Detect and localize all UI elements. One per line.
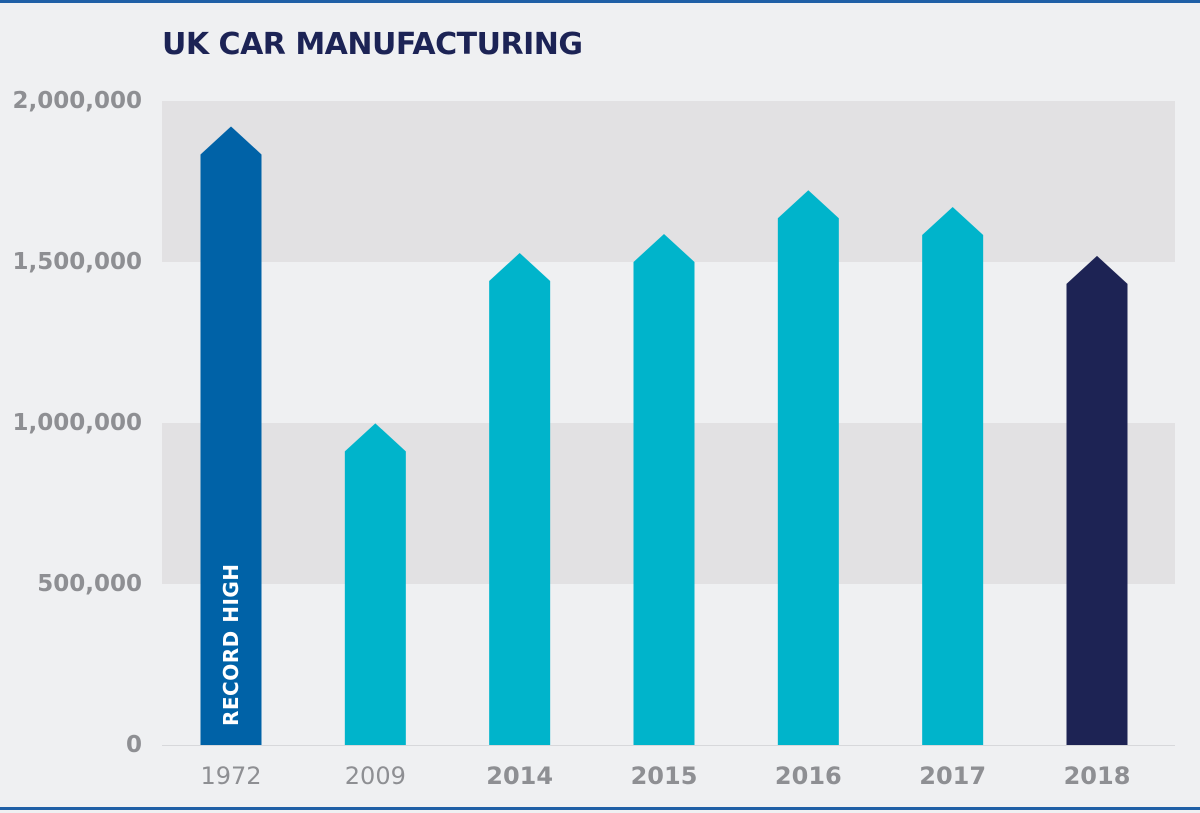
chart-title: UK CAR MANUFACTURING [162, 27, 583, 62]
record-high-label: RECORD HIGH [219, 563, 243, 726]
x-tick-label: 2015 [631, 762, 698, 790]
y-axis-ticks: 0 500,000 1,000,000 1,500,000 2,000,000 [13, 88, 143, 758]
bar-2016 [777, 190, 839, 746]
y-tick-label: 1,000,000 [13, 410, 143, 436]
bar-2014 [489, 252, 551, 745]
x-tick-label: 2014 [486, 762, 553, 790]
x-tick-label: 2018 [1064, 762, 1131, 790]
x-tick-label: 2016 [775, 762, 842, 790]
x-axis-ticks: 1972 2009 2014 2015 2016 2017 2018 [200, 762, 1130, 790]
x-tick-label: 2009 [345, 762, 406, 790]
y-tick-label: 2,000,000 [13, 88, 143, 114]
x-tick-label: 1972 [200, 762, 261, 790]
y-tick-label: 500,000 [37, 571, 142, 597]
top-border [0, 0, 1200, 3]
y-tick-label: 0 [126, 732, 142, 758]
bars: RECORD HIGH [200, 126, 1128, 746]
bottom-border [0, 807, 1200, 810]
bar-2009 [344, 423, 406, 745]
bar-2018 [1066, 255, 1128, 745]
bar-1972 [200, 126, 262, 746]
y-tick-label: 1,500,000 [13, 249, 143, 275]
x-tick-label: 2017 [919, 762, 986, 790]
bar-2015 [633, 233, 695, 745]
bar-2017 [922, 206, 984, 746]
grid-band [162, 101, 1175, 262]
